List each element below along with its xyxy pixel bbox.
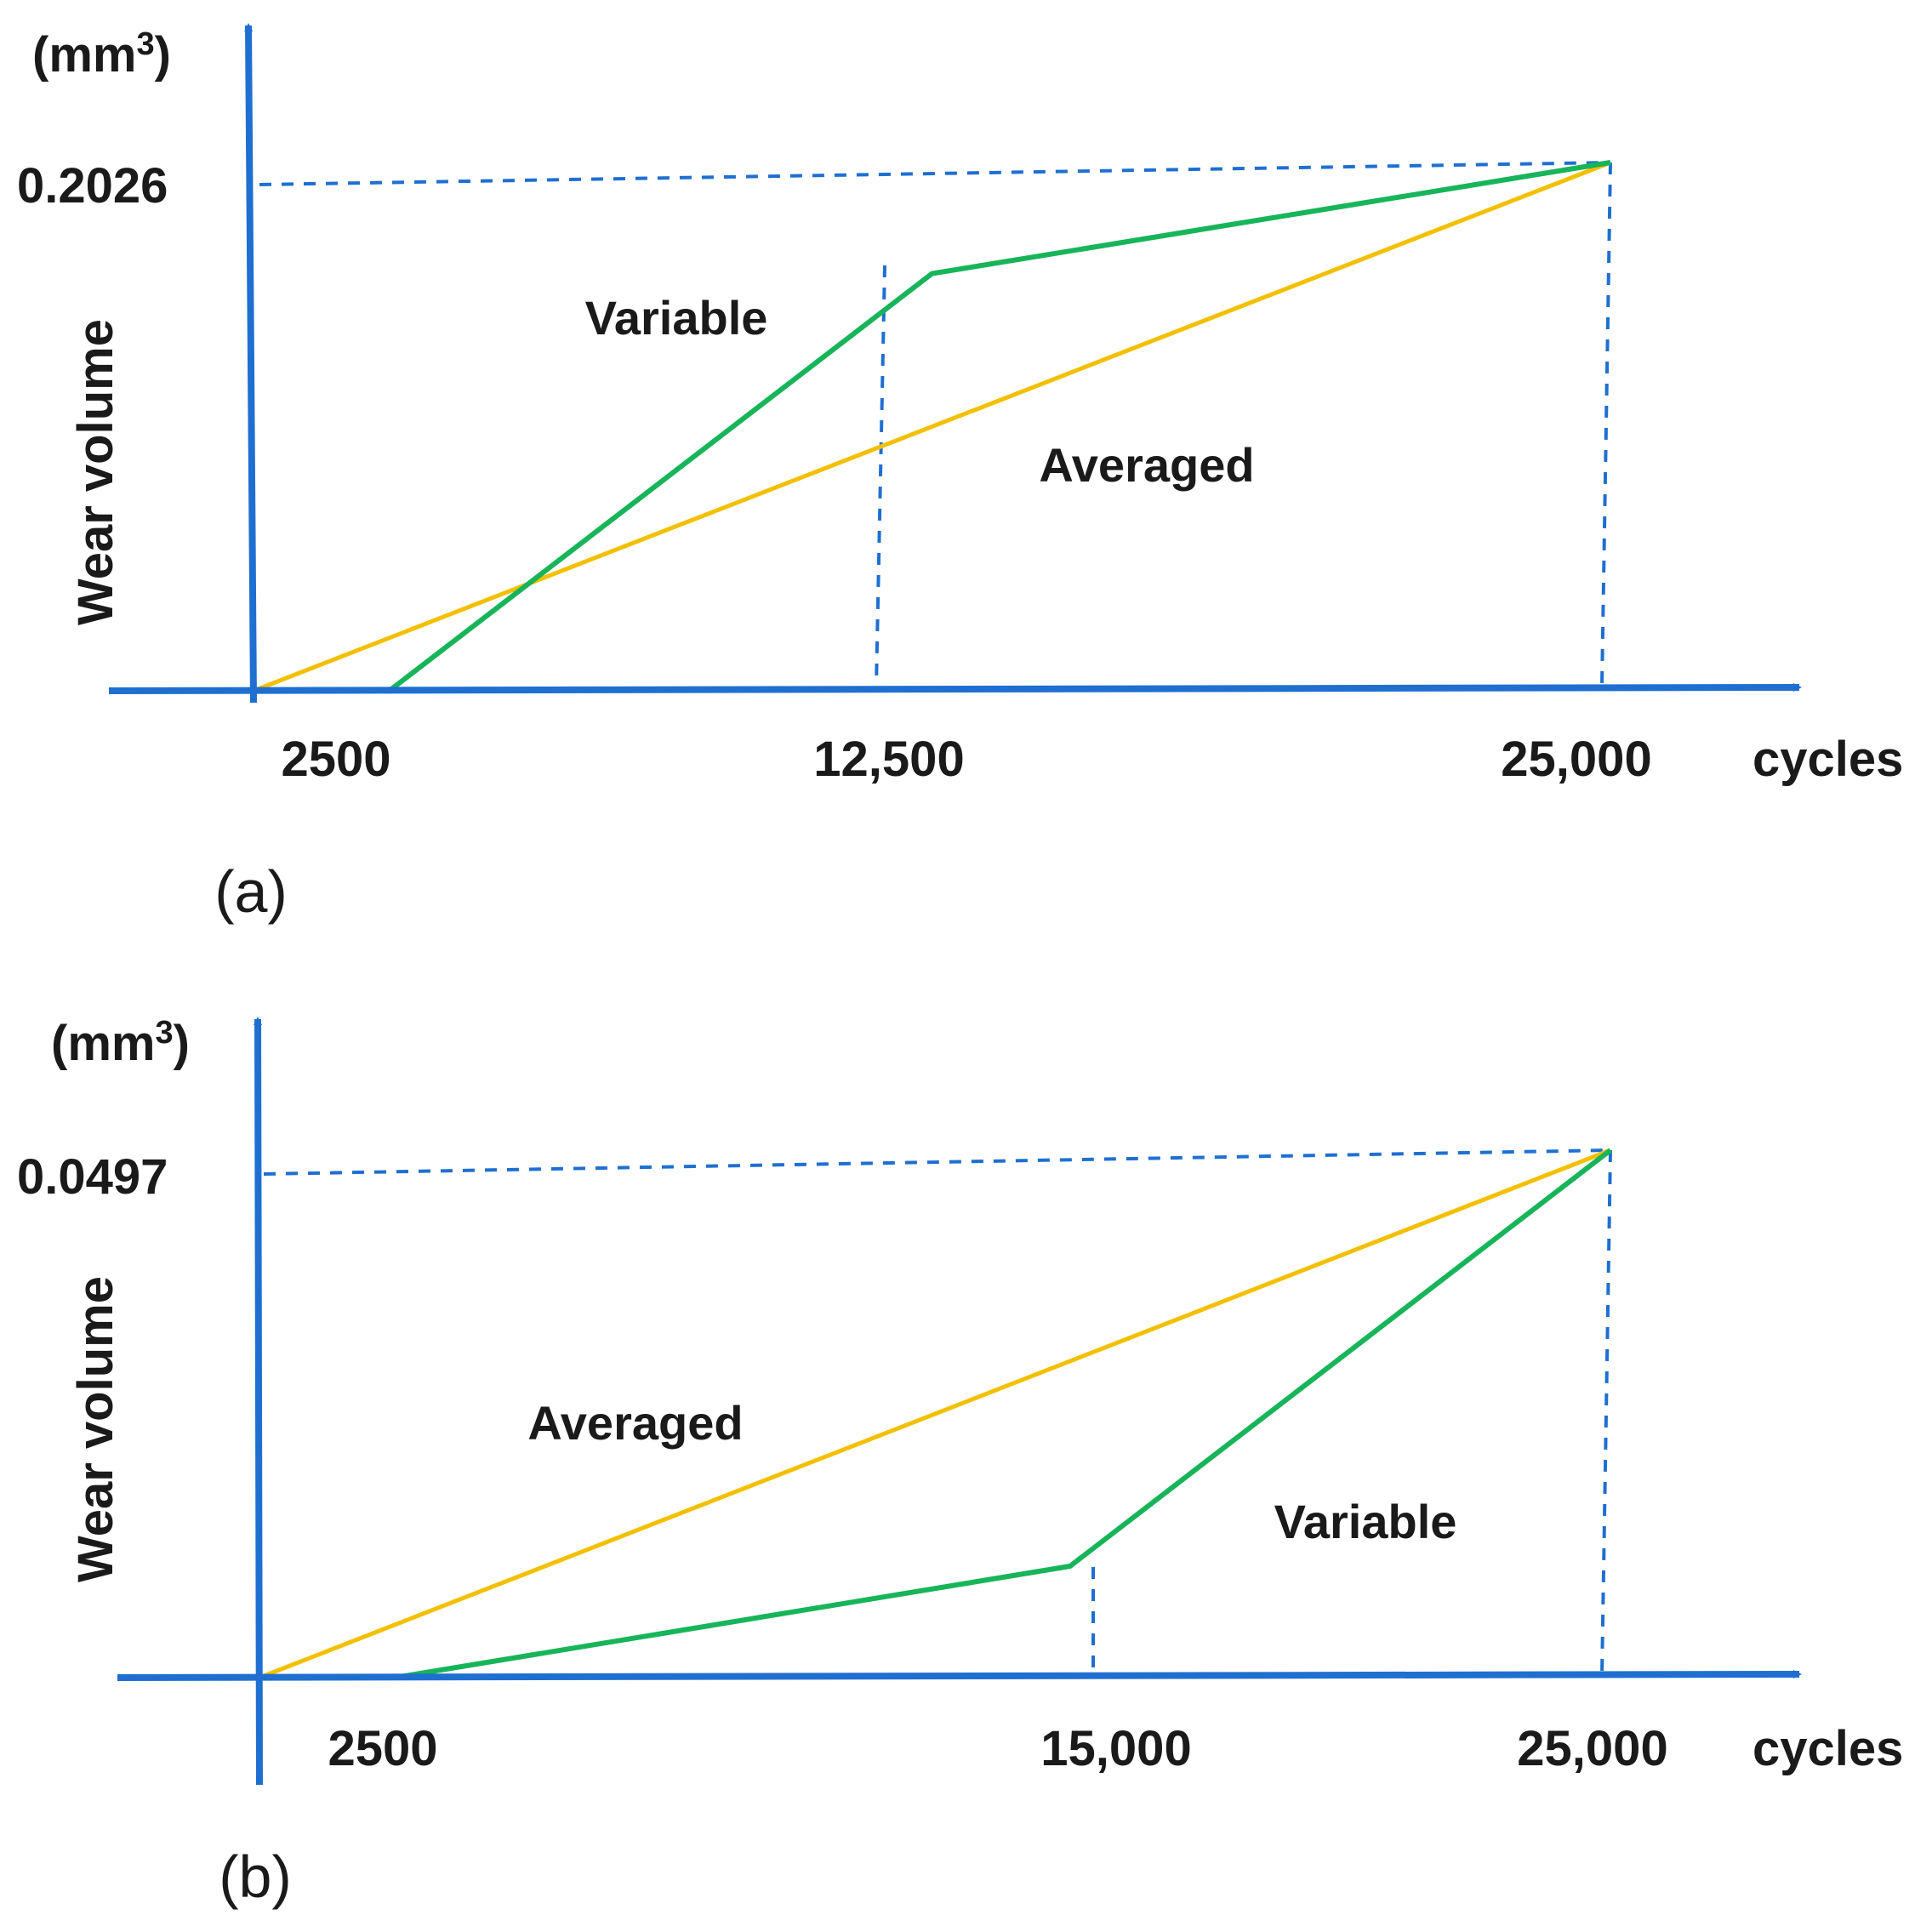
annotation-variable: Variable (585, 291, 768, 345)
x-tick-end: 25,000 (1501, 732, 1651, 787)
y-axis-unit-prefix: (mm (32, 27, 136, 83)
guide-x-end (1600, 162, 1612, 687)
annotation-variable: Variable (1274, 1495, 1457, 1548)
x-axis (117, 1670, 1802, 1681)
x-tick-end: 25,000 (1517, 1721, 1667, 1776)
x-tick-mid: 12,500 (813, 732, 964, 787)
guide-x-end (1600, 1149, 1612, 1677)
annotation-averaged: Averaged (527, 1396, 743, 1450)
panel-label-a: (a) (214, 858, 288, 925)
y-axis-unit-suffix: ) (174, 1016, 190, 1071)
x-axis-title: cycles (1752, 1721, 1903, 1776)
series-variable-line (387, 160, 1611, 693)
y-axis (244, 23, 257, 704)
x-tick-mid: 15,000 (1040, 1721, 1191, 1776)
y-axis-unit-superscript: 3 (136, 26, 154, 62)
guide-x-mid (875, 265, 886, 687)
chart-panel-a: (mm3) 0.2026 Wear volume 2500 12,500 25,… (17, 23, 1903, 925)
x-axis (108, 683, 1802, 694)
x-tick-start: 2500 (281, 732, 390, 787)
y-axis-unit-prefix: (mm (51, 1016, 155, 1071)
x-axis-title: cycles (1752, 732, 1903, 787)
series-variable-line (394, 1148, 1612, 1680)
series-averaged-line (259, 1148, 1611, 1680)
guide-y-max (259, 161, 1611, 186)
y-tick-max: 0.2026 (17, 158, 168, 214)
y-axis-unit: (mm3) (51, 1015, 190, 1071)
y-axis-unit-suffix: ) (155, 27, 171, 83)
chart-panel-b: (mm3) 0.0497 Wear volume 2500 15,000 25,… (17, 1015, 1903, 1910)
series-averaged-line (253, 160, 1611, 693)
guide-y-max (263, 1148, 1611, 1176)
y-axis-title: Wear volume (68, 319, 123, 625)
y-axis (254, 1017, 263, 1786)
x-tick-start: 2500 (328, 1721, 437, 1776)
panel-label-b: (b) (219, 1844, 292, 1910)
y-axis-title: Wear volume (68, 1276, 123, 1582)
annotation-averaged: Averaged (1039, 438, 1254, 492)
y-axis-unit-superscript: 3 (155, 1015, 173, 1051)
y-tick-max: 0.0497 (17, 1149, 168, 1205)
y-axis-unit: (mm3) (32, 26, 171, 83)
